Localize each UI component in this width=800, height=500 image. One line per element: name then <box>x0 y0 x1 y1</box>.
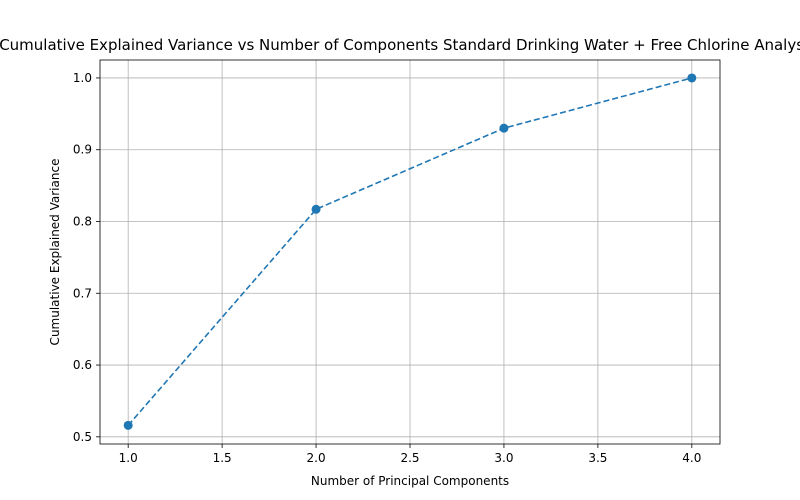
series <box>123 73 697 430</box>
data-point <box>123 420 133 430</box>
chart-title: Cumulative Explained Variance vs Number … <box>0 36 800 54</box>
series-line <box>127 77 693 426</box>
x-axis-label: Number of Principal Components <box>311 474 509 488</box>
x-tick-label: 1.5 <box>213 451 232 465</box>
y-tick-label: 0.7 <box>73 286 92 300</box>
y-tick-label: 0.5 <box>73 430 92 444</box>
x-tick-label: 3.0 <box>494 451 513 465</box>
data-point <box>311 204 321 214</box>
x-tick-label: 4.0 <box>682 451 701 465</box>
x-tick-label: 2.5 <box>400 451 419 465</box>
x-tick-label: 1.0 <box>119 451 138 465</box>
data-point <box>687 73 697 83</box>
y-tick-label: 1.0 <box>73 71 92 85</box>
axis-ticks: 1.0 1.5 2.0 2.5 3.0 3.5 4.0 0.5 0.6 0.7 0.8 0.9 1.0 <box>73 71 701 465</box>
x-tick-label: 3.5 <box>588 451 607 465</box>
x-tick-label: 2.0 <box>307 451 326 465</box>
y-axis-label: Cumulative Explained Variance <box>48 159 62 346</box>
y-tick-label: 0.8 <box>73 214 92 228</box>
y-tick-label: 0.6 <box>73 358 92 372</box>
y-tick-label: 0.9 <box>73 143 92 157</box>
data-point <box>499 123 509 133</box>
grid <box>100 60 720 444</box>
